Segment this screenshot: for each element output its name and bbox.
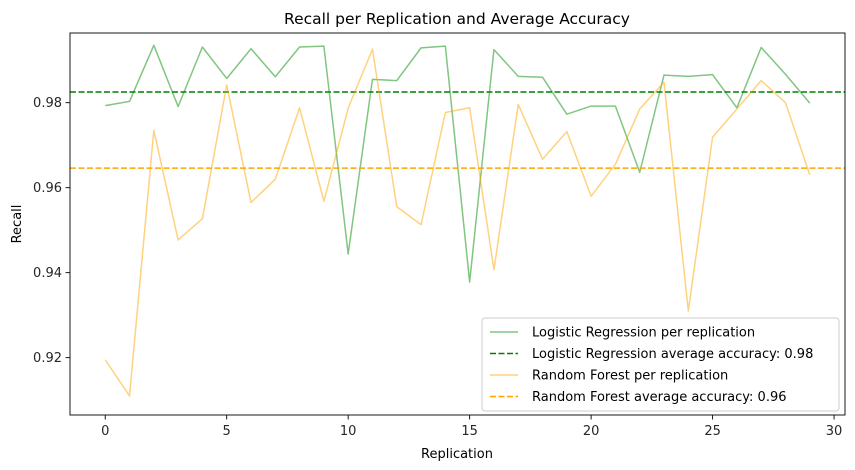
y-tick-label-3: 0.98 — [33, 96, 62, 111]
x-tick-label-25: 25 — [704, 424, 721, 439]
x-tick-label-10: 10 — [340, 424, 357, 439]
y-tick-label-0: 0.92 — [33, 351, 62, 366]
chart-title: Recall per Replication and Average Accur… — [284, 10, 630, 28]
y-tick-label-1: 0.94 — [33, 266, 62, 281]
y-tick-label-2: 0.96 — [33, 181, 62, 196]
x-tick-label-30: 30 — [826, 424, 843, 439]
x-tick-label-20: 20 — [583, 424, 600, 439]
x-tick-label-15: 15 — [461, 424, 478, 439]
x-tick-label-5: 5 — [223, 424, 231, 439]
legend-label-2: Logistic Regression average accuracy: 0.… — [532, 347, 813, 362]
x-axis-label: Replication — [421, 447, 493, 462]
legend-label-1: Logistic Regression per replication — [532, 326, 755, 341]
legend-label-3: Random Forest per replication — [532, 369, 728, 384]
series-3-line — [104, 48, 811, 397]
y-axis-label: Recall — [10, 205, 25, 244]
plot-frame — [69, 32, 846, 416]
axes: 0 5 10 15 20 25 30 0.92 0.94 0.96 0.98 — [33, 32, 846, 439]
plot-area — [70, 44, 845, 397]
x-tick-label-0: 0 — [101, 424, 109, 439]
legend-box — [481, 317, 840, 412]
legend: Logistic Regression per replication Logis… — [481, 317, 840, 412]
series-1-line — [105, 44, 811, 283]
legend-label-4: Random Forest average accuracy: 0.96 — [532, 390, 787, 405]
